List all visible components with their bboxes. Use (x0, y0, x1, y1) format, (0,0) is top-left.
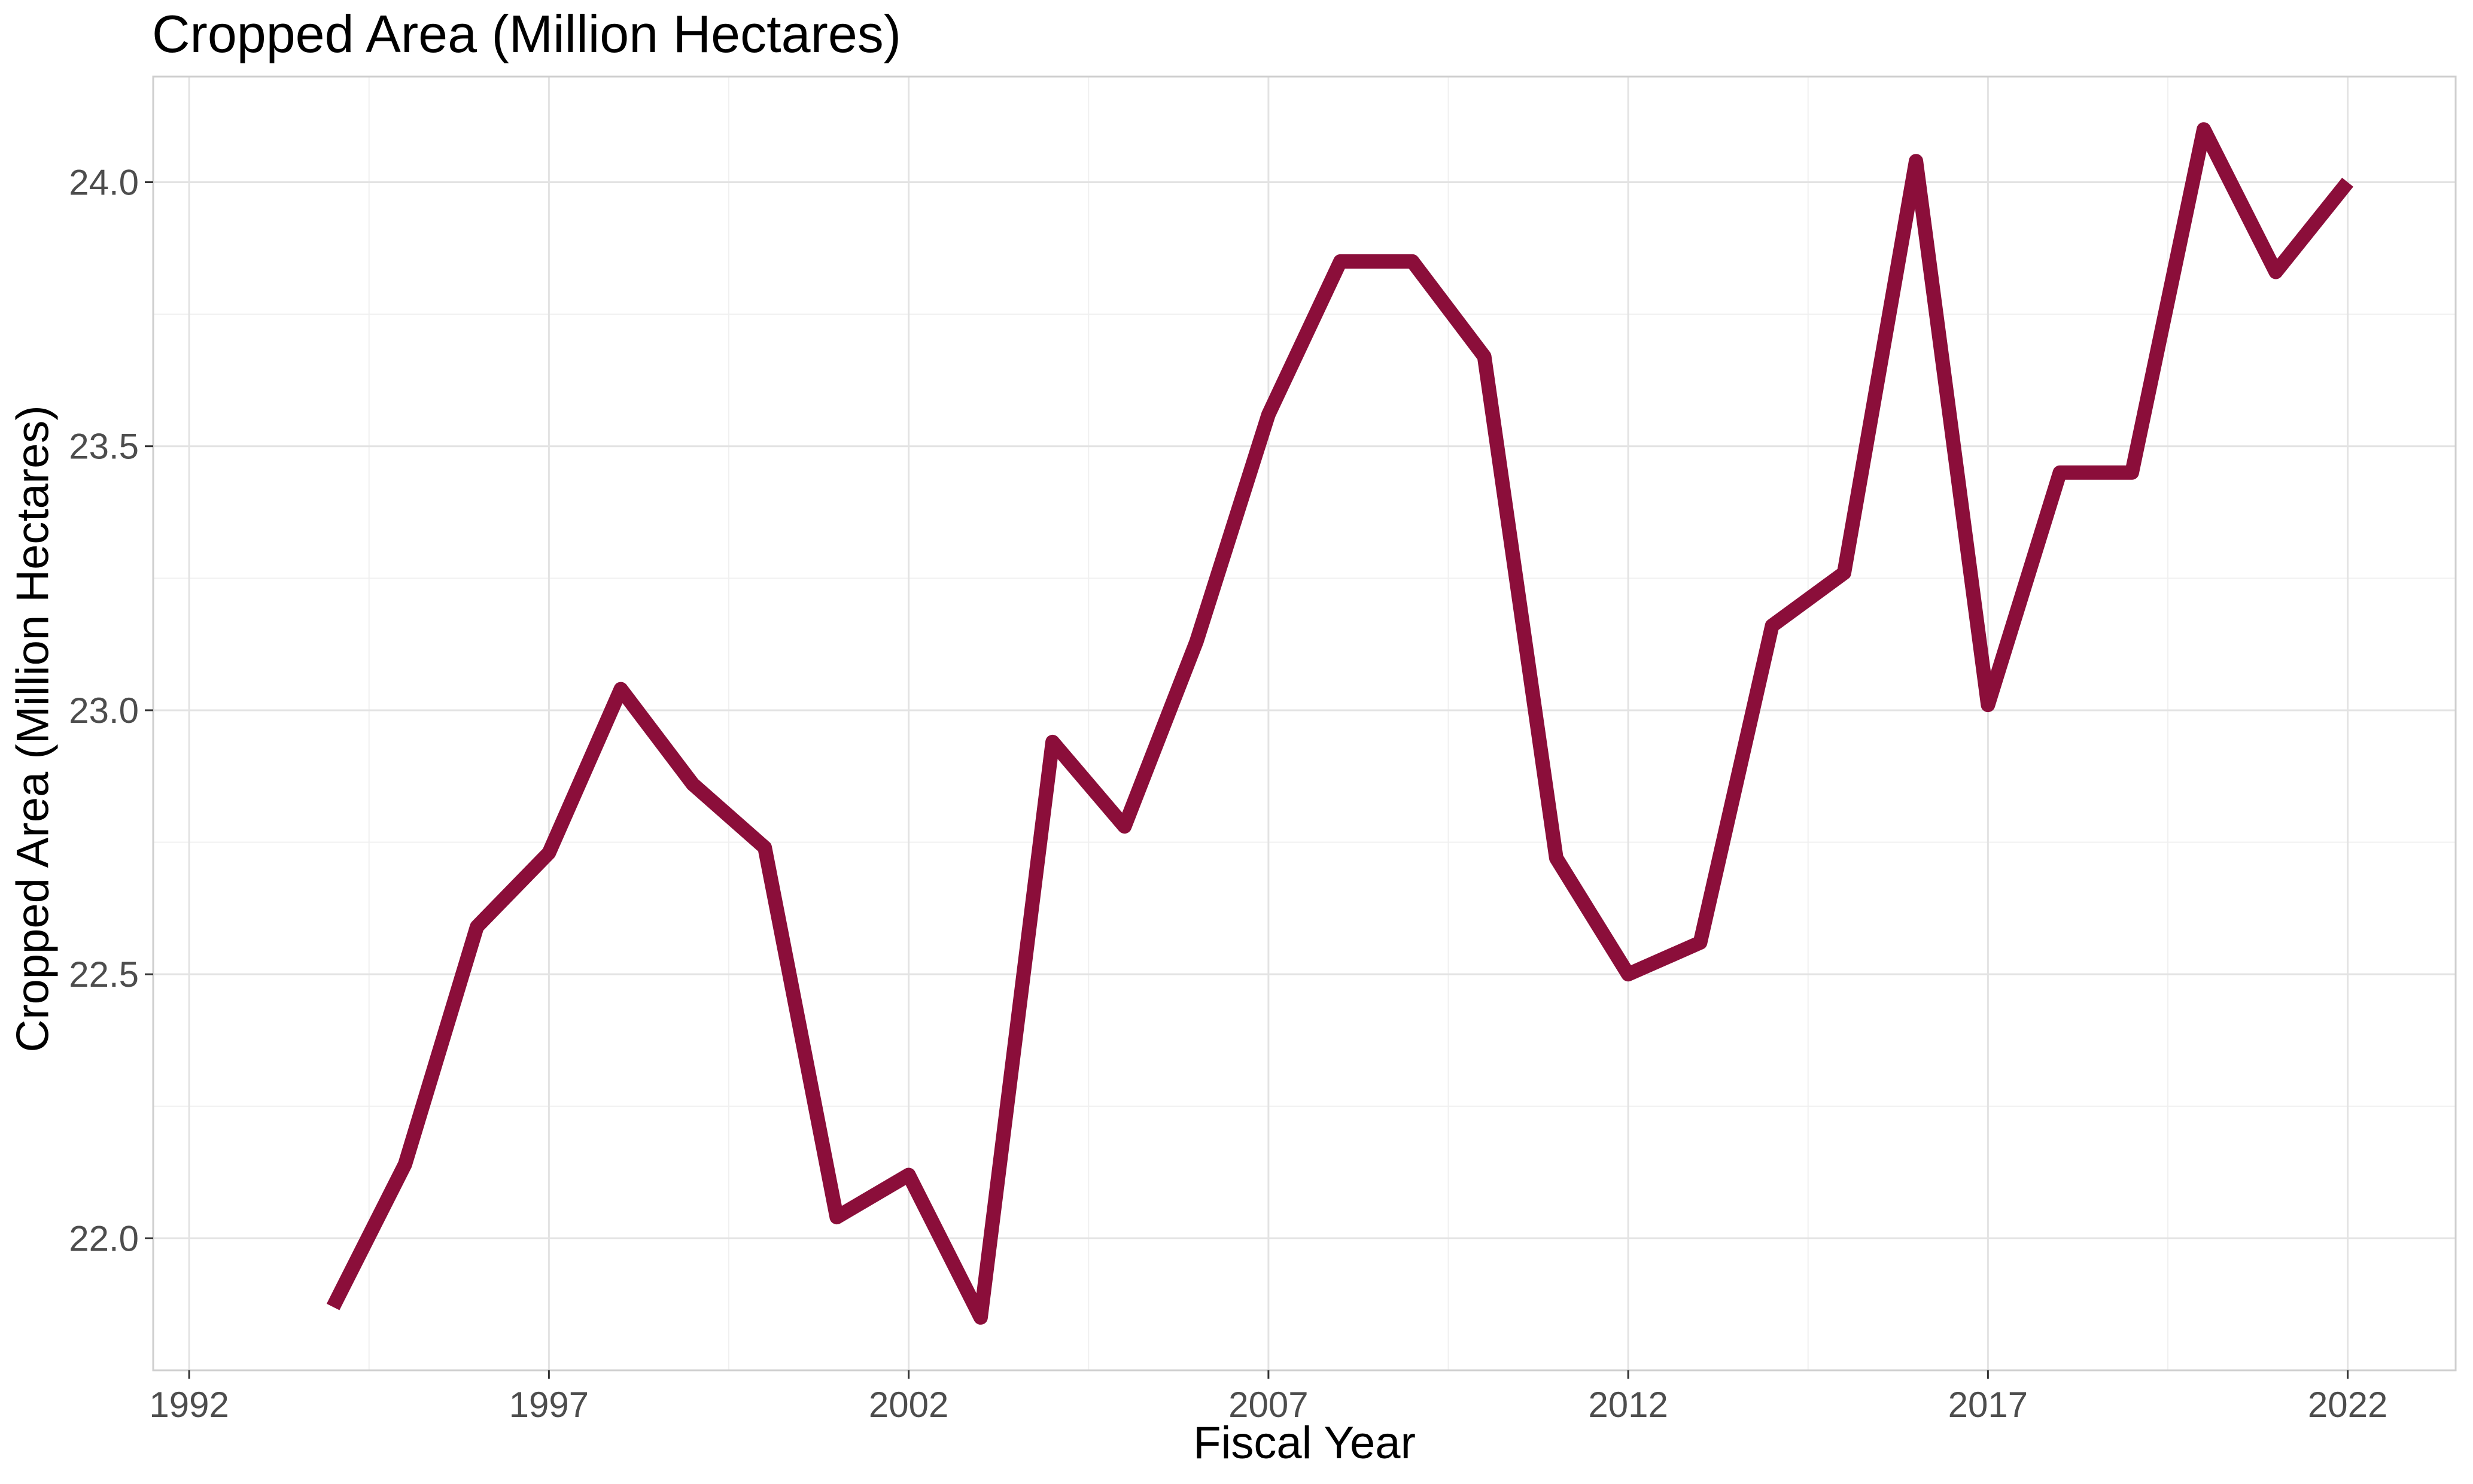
x-tick-label: 2002 (869, 1385, 948, 1425)
gridlines (153, 77, 2456, 1371)
x-tick-label: 2022 (2308, 1385, 2387, 1425)
y-tick-label: 23.5 (69, 427, 139, 467)
y-tick-label: 23.0 (69, 691, 139, 731)
plot-panel-border (152, 75, 2457, 1372)
x-axis-ticks: 1992 1997 2002 2007 2012 2017 2022 (149, 1370, 2387, 1425)
series-line (326, 122, 2353, 1325)
x-axis-label: Fiscal Year (1193, 1418, 1416, 1468)
x-tick-label: 1997 (509, 1385, 589, 1425)
x-tick-label: 1992 (149, 1385, 229, 1425)
x-tick-label: 2007 (1228, 1385, 1308, 1425)
y-tick-label: 22.0 (69, 1218, 139, 1258)
x-tick-label: 2017 (1948, 1385, 2028, 1425)
y-axis-ticks: 22.0 22.5 23.0 23.5 24.0 (69, 162, 153, 1258)
y-tick-label: 22.5 (69, 954, 139, 995)
series-layer (326, 122, 2353, 1325)
y-tick-label: 24.0 (69, 162, 139, 202)
chart-title: Cropped Area (Million Hectares) (152, 4, 902, 63)
x-tick-label: 2012 (1588, 1385, 1668, 1425)
